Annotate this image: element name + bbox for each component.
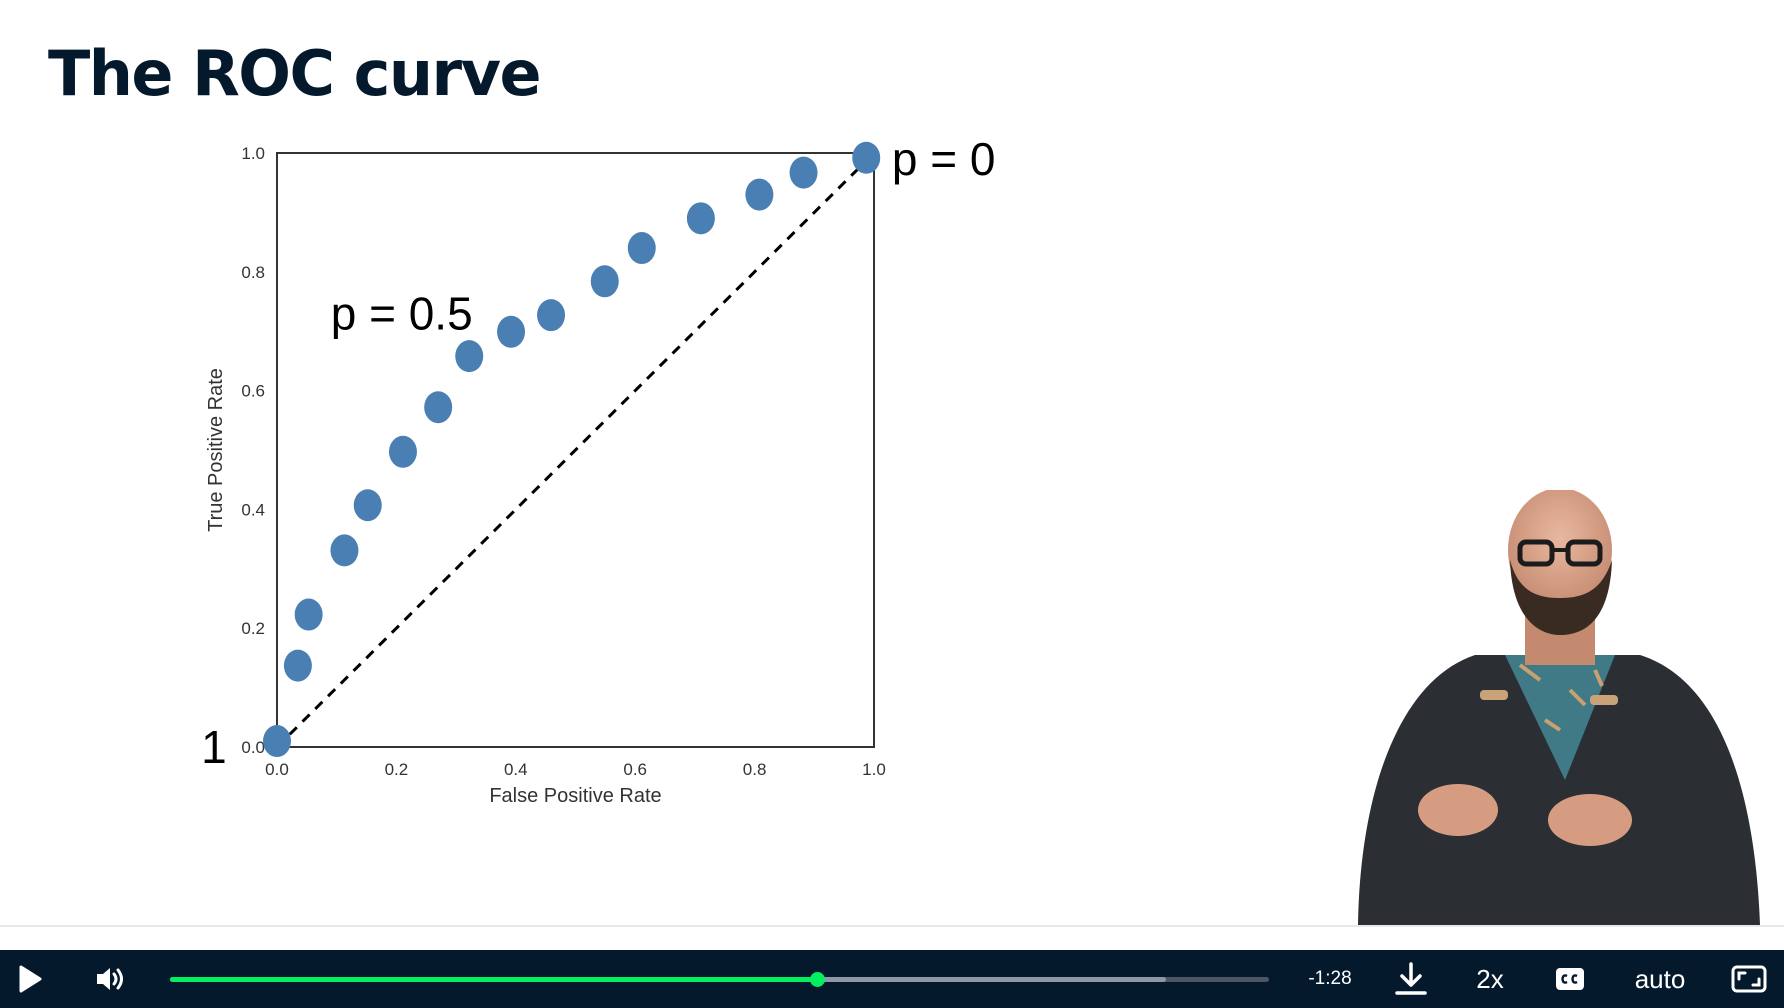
roc-point [627,232,656,265]
play-icon [19,965,42,993]
x-tick-label: 0.2 [385,760,409,779]
y-axis-label: True Positive Rate [205,368,227,532]
volume-button[interactable] [88,950,132,1008]
chart-annotation: 1 [201,721,227,773]
captions-button[interactable] [1552,950,1588,1008]
roc-point [745,178,774,211]
fullscreen-button[interactable] [1728,950,1770,1008]
y-tick-label: 1.0 [241,144,265,163]
chart-annotation: p = 0.5 [331,287,473,339]
roc-point [852,141,881,174]
y-tick-label: 0.0 [241,738,265,757]
roc-point [388,435,417,468]
y-tick-label: 0.2 [241,619,265,638]
roc-point [294,598,323,631]
download-icon [1395,962,1427,995]
playback-speed-button[interactable]: 2x [1476,963,1504,994]
reference-diagonal-line [275,151,876,749]
roc-point [686,202,715,235]
roc-point [424,391,453,424]
roc-point [590,265,619,298]
x-tick-label: 0.0 [265,760,289,779]
volume-icon [97,968,123,990]
video-player-controls: -1:28 2x auto [0,950,1784,1008]
quality-button[interactable]: auto [1634,963,1686,994]
chart-annotation: p = 0 [892,133,996,185]
fullscreen-icon [1731,965,1767,993]
slide: The ROC curve 0.0 0.2 0.4 0.6 0.8 1.0 0.0 0.2 0.… [48,37,1760,925]
time-remaining: -1:28 [1308,968,1352,989]
roc-chart: 0.0 0.2 0.4 0.6 0.8 1.0 0.0 0.2 0.4 0.6 0.8 1.0 Fal… [201,133,996,807]
x-tick-label: 0.6 [623,760,647,779]
x-axis-label: False Positive Rate [489,785,661,807]
roc-point [455,340,484,373]
player-divider [0,925,1784,927]
roc-point [283,649,312,682]
captions-icon [1556,968,1584,990]
roc-point [263,725,291,758]
y-tick-label: 0.4 [241,500,265,519]
progress-thumb[interactable] [810,972,826,987]
x-tick-label: 1.0 [862,760,886,779]
progress-bar[interactable] [170,972,1269,987]
slide-title: The ROC curve [48,37,542,110]
roc-point [330,534,359,567]
roc-point [497,315,526,348]
x-tick-label: 0.4 [504,760,528,779]
roc-point [353,489,382,522]
play-button[interactable] [10,950,50,1008]
y-tick-label: 0.6 [241,382,265,401]
roc-point [789,156,818,189]
roc-point [537,299,566,332]
played-progress [170,977,818,982]
download-button[interactable] [1390,950,1432,1008]
x-tick-label: 0.8 [743,760,767,779]
y-tick-label: 0.8 [241,263,265,282]
presenter-video-image [1358,490,1760,925]
